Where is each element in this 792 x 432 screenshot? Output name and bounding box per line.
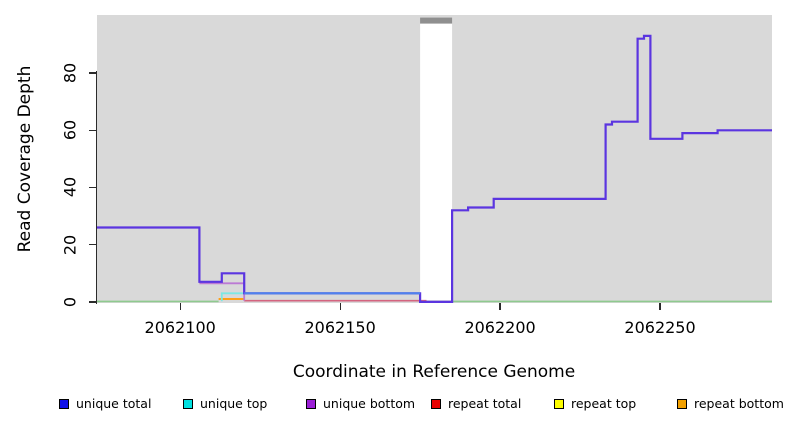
y-tick-label: 60 (60, 120, 80, 141)
legend-label: repeat top (571, 396, 637, 411)
legend-label: unique bottom (323, 396, 416, 411)
y-axis-title: Read Coverage Depth (15, 65, 35, 253)
x-tick-mark (339, 303, 341, 310)
x-tick-mark (659, 303, 661, 310)
x-axis-title: Coordinate in Reference Genome (292, 362, 576, 382)
masked-region-top-bar (420, 17, 453, 24)
plot-panel (97, 15, 772, 303)
y-tick-label: 80 (60, 62, 80, 84)
y-tick-mark (89, 186, 96, 189)
x-tick-label: 2062100 (144, 318, 216, 337)
legend-item-repeat-top: repeat top (554, 396, 636, 412)
x-tick-mark (499, 303, 501, 310)
x-tick-mark (179, 303, 181, 310)
legend-swatch-icon (183, 399, 193, 409)
y-tick-label: 40 (60, 177, 80, 198)
y-tick-mark (89, 301, 96, 303)
legend-swatch-icon (59, 399, 69, 409)
legend-item-repeat-bottom: repeat bottom (677, 396, 784, 412)
y-axis-line (95, 71, 97, 304)
y-tick-label: 20 (60, 234, 80, 255)
legend-swatch-icon (554, 399, 564, 409)
legend-label: repeat bottom (694, 396, 784, 411)
masked-region (420, 23, 453, 301)
x-tick-label: 2062150 (304, 318, 376, 337)
legend-item-unique-bottom: unique bottom (306, 396, 415, 412)
chart-canvas (97, 17, 772, 303)
legend-item-unique-total: unique total (59, 396, 151, 412)
legend-item-unique-top: unique top (183, 396, 267, 412)
y-tick-mark (89, 129, 96, 131)
x-tick-label: 2062250 (624, 318, 696, 337)
y-tick-label: 0 (60, 296, 80, 307)
legend-item-repeat-total: repeat total (431, 396, 521, 412)
y-tick-mark (89, 244, 96, 246)
series-unique-total (97, 34, 772, 303)
x-tick-label: 2062200 (464, 318, 536, 337)
legend-label: repeat total (448, 396, 522, 411)
legend-swatch-icon (306, 399, 316, 409)
legend-swatch-icon (431, 399, 441, 409)
legend-label: unique top (200, 396, 268, 411)
legend-label: unique total (76, 396, 152, 411)
legend-swatch-icon (677, 399, 687, 409)
series-unique-top (220, 292, 245, 302)
y-tick-mark (89, 72, 96, 74)
